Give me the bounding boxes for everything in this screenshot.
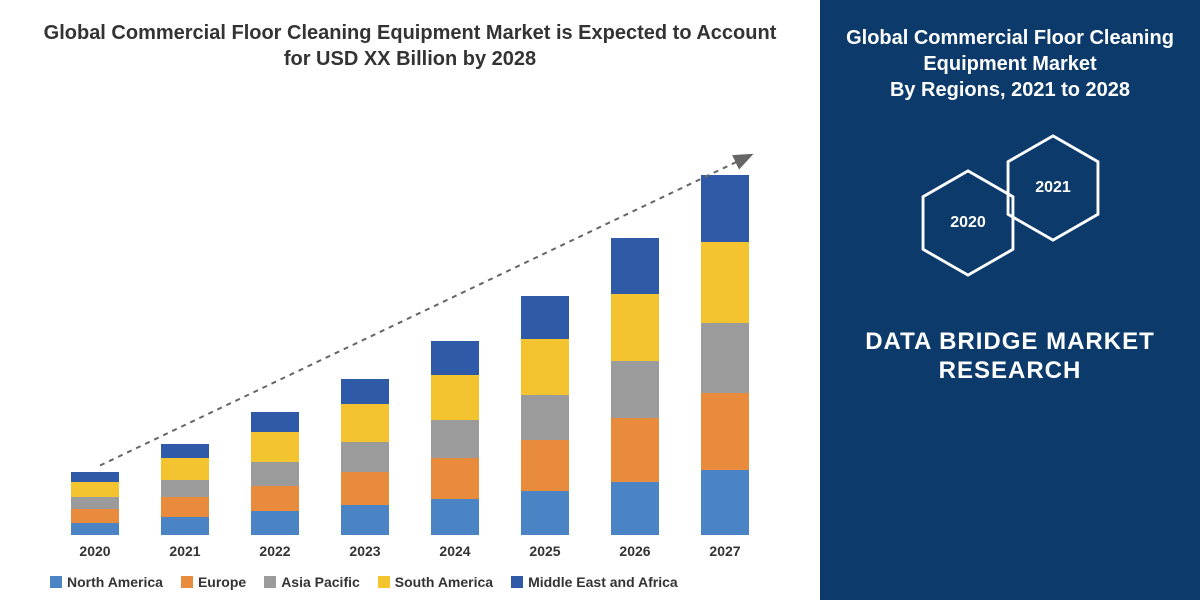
bar-segment <box>431 341 479 375</box>
bar-stack <box>71 472 119 535</box>
bar-segment <box>251 462 299 486</box>
bar-stack <box>521 296 569 535</box>
legend-swatch <box>511 576 523 588</box>
bar-segment <box>701 323 749 392</box>
bar-segment <box>251 486 299 512</box>
bar-segment <box>521 440 569 491</box>
chart-title: Global Commercial Floor Cleaning Equipme… <box>40 20 780 72</box>
legend: North America Europe Asia Pacific South Ame… <box>40 574 780 590</box>
legend-label: Middle East and Africa <box>528 574 678 590</box>
bar-label: 2020 <box>79 543 110 559</box>
bar-segment <box>431 499 479 535</box>
bar-segment <box>341 404 389 442</box>
bar-segment <box>701 393 749 470</box>
bar-segment <box>431 458 479 500</box>
legend-swatch <box>264 576 276 588</box>
bar-segment <box>701 175 749 242</box>
bar-group: 2024 <box>425 341 485 559</box>
bar-segment <box>341 442 389 472</box>
brand: DATA BRIDGE MARKET RESEARCH <box>865 328 1155 386</box>
bar-segment <box>161 517 209 535</box>
bar-group: 2020 <box>65 472 125 559</box>
bar-label: 2024 <box>439 543 470 559</box>
bar-label: 2027 <box>709 543 740 559</box>
bar-segment <box>71 472 119 482</box>
bar-segment <box>521 296 569 340</box>
bar-segment <box>71 509 119 523</box>
bar-segment <box>521 491 569 535</box>
hex-2021: 2021 <box>1005 133 1101 243</box>
legend-label: North America <box>67 574 163 590</box>
hexagons: 2020 2021 <box>910 138 1110 288</box>
legend-item: Asia Pacific <box>264 574 360 590</box>
right-title-line2: Equipment Market <box>846 51 1174 77</box>
legend-item: Middle East and Africa <box>511 574 678 590</box>
bar-segment <box>71 497 119 509</box>
bar-segment <box>701 242 749 323</box>
bar-stack <box>251 412 299 535</box>
bar-label: 2025 <box>529 543 560 559</box>
bar-segment <box>431 420 479 458</box>
legend-swatch <box>378 576 390 588</box>
bar-segment <box>611 418 659 481</box>
bar-segment <box>161 497 209 517</box>
brand-line2: RESEARCH <box>865 357 1155 386</box>
bar-stack <box>431 341 479 535</box>
bar-segment <box>161 480 209 498</box>
bar-segment <box>341 505 389 535</box>
bar-stack <box>161 444 209 535</box>
chart-area: 2020 2021 2022 2023 2024 2025 2026 2027 <box>40 92 780 559</box>
legend-label: Europe <box>198 574 246 590</box>
legend-swatch <box>181 576 193 588</box>
bar-label: 2021 <box>169 543 200 559</box>
left-panel: Global Commercial Floor Cleaning Equipme… <box>0 0 820 600</box>
bar-segment <box>701 470 749 535</box>
legend-label: Asia Pacific <box>281 574 360 590</box>
brand-line1: DATA BRIDGE MARKET <box>865 328 1155 357</box>
bar-group: 2022 <box>245 412 305 559</box>
bar-group: 2025 <box>515 296 575 559</box>
hex-2021-label: 2021 <box>1035 179 1071 197</box>
bar-group: 2023 <box>335 379 395 559</box>
bar-segment <box>521 395 569 440</box>
bar-label: 2023 <box>349 543 380 559</box>
bar-stack <box>701 175 749 535</box>
bar-stack <box>341 379 389 535</box>
legend-item: Europe <box>181 574 246 590</box>
bar-segment <box>251 511 299 535</box>
bar-group: 2026 <box>605 238 665 559</box>
bar-group: 2021 <box>155 444 215 559</box>
right-title-line1: Global Commercial Floor Cleaning <box>846 25 1174 51</box>
bar-stack <box>611 238 659 535</box>
legend-item: South America <box>378 574 493 590</box>
bar-segment <box>341 379 389 405</box>
bar-segment <box>611 238 659 293</box>
trend-line <box>40 92 780 559</box>
bar-segment <box>521 339 569 394</box>
bar-segment <box>611 482 659 535</box>
bar-group: 2027 <box>695 175 755 559</box>
bar-segment <box>611 294 659 361</box>
right-title-line3: By Regions, 2021 to 2028 <box>846 77 1174 103</box>
bar-label: 2026 <box>619 543 650 559</box>
hex-2020-label: 2020 <box>950 214 986 232</box>
hex-2020: 2020 <box>920 168 1016 278</box>
bar-segment <box>341 472 389 506</box>
bar-segment <box>161 444 209 458</box>
right-title: Global Commercial Floor Cleaning Equipme… <box>846 25 1174 103</box>
bar-segment <box>71 482 119 498</box>
bar-label: 2022 <box>259 543 290 559</box>
bar-segment <box>431 375 479 420</box>
right-panel: Global Commercial Floor Cleaning Equipme… <box>820 0 1200 600</box>
bar-segment <box>161 458 209 480</box>
bar-segment <box>71 523 119 535</box>
legend-label: South America <box>395 574 493 590</box>
bar-segment <box>611 361 659 418</box>
legend-swatch <box>50 576 62 588</box>
bar-segment <box>251 432 299 462</box>
legend-item: North America <box>50 574 163 590</box>
bar-segment <box>251 412 299 432</box>
